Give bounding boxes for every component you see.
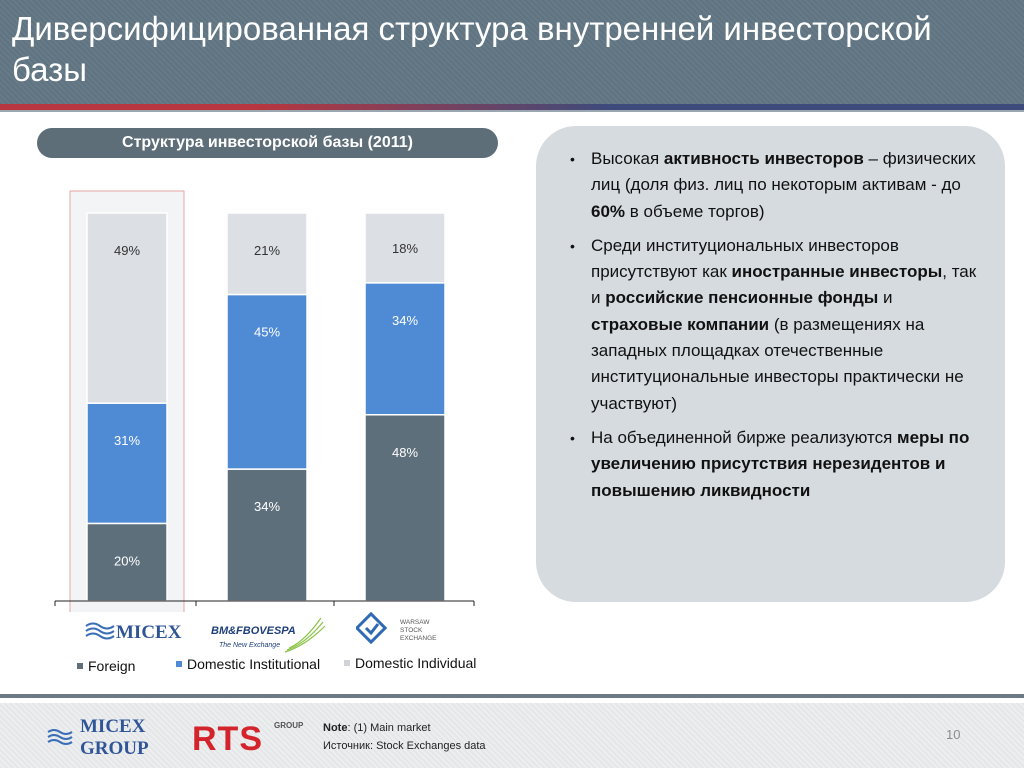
legend-label-domestic-individual: Domestic Individual <box>355 655 477 671</box>
bullet-text: в объеме торгов) <box>625 201 765 221</box>
bar-1-series-1 <box>226 293 308 470</box>
data-label-2-0: 48% <box>392 445 418 460</box>
micex-logo: MICEX <box>85 622 182 642</box>
bullet-text: и <box>878 288 893 308</box>
bmfbovespa-logo-text: BM&FBOVESPA <box>211 625 296 637</box>
rts-logo-text: RTS <box>192 720 263 756</box>
micex-logo-text: MICEX <box>116 622 182 642</box>
chart-title: Структура инвесторской базы (2011) <box>37 128 498 158</box>
micex-group-wave-icon <box>47 729 73 745</box>
header-divider-thin <box>0 110 1024 112</box>
data-label-1-0: 34% <box>254 499 280 514</box>
bullet-text: (в размещениях на западных площадках оте… <box>591 314 964 413</box>
data-label-2-2: 18% <box>392 241 418 256</box>
legend-item-foreign: Foreign <box>77 658 135 674</box>
bullet-text: На объединенной бирже реализуются <box>591 427 898 447</box>
footer-divider <box>0 694 1024 698</box>
bar-2-series-1 <box>364 282 446 416</box>
wse-logo-line3: EXCHANGE <box>400 635 437 642</box>
bullet-text: , так и <box>591 262 977 308</box>
micex-group-line1: MICEX <box>80 716 146 737</box>
slide-footer <box>0 703 1024 768</box>
bar-0-series-1 <box>86 402 168 525</box>
warsaw-stock-exchange-logo: WARSAW STOCK EXCHANGE <box>356 612 437 645</box>
wse-logo-line1: WARSAW <box>400 619 430 626</box>
data-label-0-2: 49% <box>114 243 140 258</box>
bullet-list: • Высокая активность инвесторов – физичес… <box>560 146 980 512</box>
slide-title: Диверсифицированная структура внутренней… <box>12 10 932 88</box>
data-label-0-1: 31% <box>114 433 140 448</box>
bullet-text: – физических лиц (доля физ. лиц по некот… <box>591 149 976 195</box>
bullet-text: Среди институциональных инвесторов прису… <box>591 235 899 282</box>
bullet-dot-icon: • <box>570 151 575 167</box>
legend-swatch-domestic-institutional <box>176 661 182 668</box>
bullet-bold-text: страховые компании <box>591 314 770 334</box>
data-label-2-1: 34% <box>392 313 418 328</box>
micex-group-line2: GROUP <box>80 738 149 759</box>
bar-1-series-0 <box>226 468 308 602</box>
source-line: Источник: Stock Exchanges data <box>323 740 486 752</box>
page-number: 10 <box>946 727 961 742</box>
rts-group-text: GROUP <box>274 721 304 730</box>
note-text: : (1) Main market <box>347 722 431 734</box>
rts-group-logo: RTS GROUP <box>192 720 304 756</box>
bmfbovespa-logo: BM&FBOVESPA The New Exchange <box>211 617 326 653</box>
bullet-bold-text: активность инвесторов <box>663 149 864 168</box>
bullet-item-activity: • Высокая активность инвесторов – физичес… <box>560 146 980 225</box>
data-label-1-2: 21% <box>254 243 280 258</box>
legend-label-domestic-institutional: Domestic Institutional <box>187 656 321 672</box>
legend-item-domestic-institutional: Domestic Institutional <box>176 656 320 672</box>
bar-1-series-2 <box>226 212 308 296</box>
bullet-text: Высокая <box>591 149 664 168</box>
bar-0-series-2 <box>86 212 168 404</box>
bullet-dot-icon: • <box>570 237 575 254</box>
bmfbovespa-swoosh-icon <box>284 617 326 653</box>
bullet-bold-text: иностранные инвесторы <box>731 262 943 282</box>
bullet-bold-text: российские пенсионные фонды <box>605 288 879 308</box>
wse-emblem-icon <box>356 612 388 645</box>
bullet-item-institutional: • Среди институциональных инвесторов прис… <box>560 233 980 417</box>
data-label-0-0: 20% <box>114 553 140 568</box>
footer-note: Note: (1) Main market Источник: Stock Ex… <box>323 719 486 755</box>
info-panel: • Высокая активность инвесторов – физичес… <box>536 126 1005 602</box>
note-line: Note: (1) Main market <box>323 719 486 737</box>
legend-label-foreign: Foreign <box>88 658 136 674</box>
legend-swatch-foreign <box>77 663 83 670</box>
micex-group-logo: MICEX GROUP <box>47 716 149 759</box>
bullet-dot-icon: • <box>570 429 575 446</box>
header-divider <box>0 104 1024 110</box>
bmfbovespa-tagline: The New Exchange <box>219 642 280 649</box>
bullet-bold-text: 60% <box>591 201 626 221</box>
bullet-item-liquidity: • На объединенной бирже реализуются меры … <box>560 425 980 504</box>
note-label: Note <box>323 722 348 734</box>
bar-0-series-0 <box>86 522 168 602</box>
micex-wave-icon <box>85 622 115 640</box>
wse-logo-line2: STOCK <box>400 627 423 634</box>
stacked-bar-chart: 20% 31% 49% 34% 45% 21% 48% 34% 18% <box>54 190 475 612</box>
bullet-bold-text: меры по увеличению присутствия нерезиден… <box>591 427 970 500</box>
bar-2-series-2 <box>364 212 446 284</box>
slide-header: Диверсифицированная структура внутренней… <box>0 0 1024 104</box>
bar-2-series-0 <box>364 414 446 602</box>
legend-item-domestic-individual: Domestic Individual <box>344 655 476 671</box>
legend-swatch-domestic-individual <box>344 660 350 667</box>
data-label-1-1: 45% <box>254 324 280 339</box>
